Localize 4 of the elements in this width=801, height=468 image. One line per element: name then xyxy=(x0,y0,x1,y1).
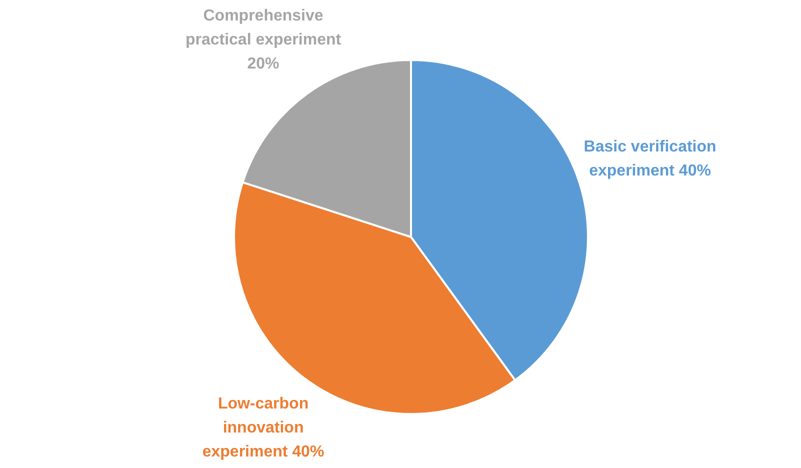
data-label: 20% xyxy=(247,55,280,72)
slice-label: Basic verification experiment 40% xyxy=(584,138,716,180)
slice-label: Low-carbon innovation experiment 40% xyxy=(202,395,324,460)
slice-label: Comprehensive practical experiment xyxy=(185,7,342,48)
